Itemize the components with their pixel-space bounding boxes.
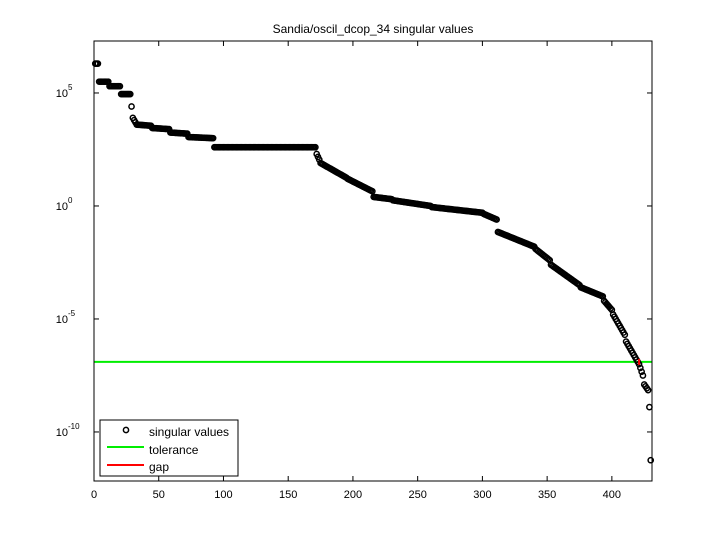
x-axis: 0 50 100 150 200 250 300 350 400 [91, 41, 621, 501]
y-tick-label: 10 [56, 88, 68, 100]
y-tick-label: 10 [56, 314, 68, 326]
y-tick-label: 10 [56, 427, 68, 439]
x-tick-label: 350 [538, 489, 556, 501]
y-tick-exponent: 5 [68, 83, 73, 92]
legend-label-gap: gap [149, 460, 169, 474]
x-tick-label: 250 [408, 489, 426, 501]
singular-value-point [621, 331, 629, 339]
y-tick-exponent: -10 [68, 422, 80, 431]
singular-value-point [647, 456, 655, 464]
singular-value-point [94, 60, 102, 67]
singular-value-point [209, 134, 217, 142]
singular-value-point [644, 386, 652, 394]
singular-value-point [638, 368, 645, 376]
chart-title: Sandia/oscil_dcop_34 singular values [273, 22, 474, 36]
axes-border [93, 40, 653, 482]
singular-value-point [312, 143, 319, 151]
x-tick-label: 100 [214, 489, 232, 501]
singular-value-point [636, 364, 644, 372]
singular-value-point [116, 82, 124, 90]
plot-area [91, 60, 655, 464]
x-tick-label: 0 [91, 489, 97, 501]
legend-label-singular-values: singular values [149, 425, 229, 439]
legend-circle-icon [122, 426, 130, 434]
singular-value-point [128, 103, 135, 110]
singular-value-point [126, 90, 134, 98]
x-tick-label: 300 [473, 489, 491, 501]
x-tick-label: 400 [603, 489, 621, 501]
y-tick-label: 10 [56, 201, 68, 213]
y-tick-exponent: 0 [68, 196, 73, 205]
x-tick-label: 150 [279, 489, 297, 501]
singular-value-point [639, 372, 647, 379]
singular-value-point [493, 216, 500, 223]
x-tick-label: 200 [344, 489, 362, 501]
legend-label-tolerance: tolerance [149, 443, 199, 457]
y-tick-exponent: -5 [68, 309, 76, 318]
x-tick-label: 50 [153, 489, 165, 501]
axes-frame [93, 40, 653, 482]
legend: singular values tolerance gap [99, 419, 239, 477]
